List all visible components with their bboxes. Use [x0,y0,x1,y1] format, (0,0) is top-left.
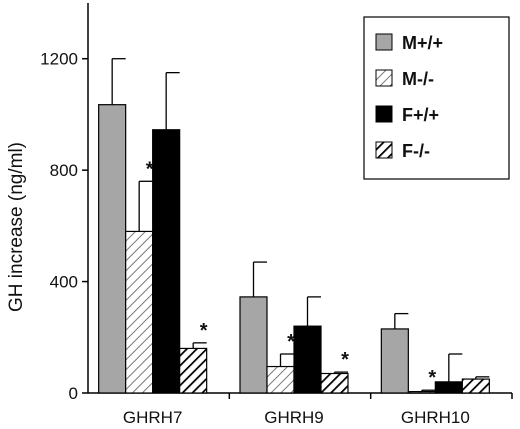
bar [98,104,127,394]
legend-swatch [375,33,393,51]
y-axis-title: GH increase (ng/ml) [6,142,27,312]
legend-swatch [375,141,393,159]
legend-swatch [375,69,393,87]
bar [320,372,349,394]
y-tick-label: 1200 [40,50,78,69]
legend-label: M+/+ [402,33,443,53]
bar [407,391,436,394]
x-tick-label: GHRH10 [401,408,470,427]
bar [125,230,154,394]
bar [239,296,268,394]
legend-label: M-/- [402,69,434,89]
significance-marker: * [287,331,295,353]
bar [461,378,490,394]
bar [152,129,181,394]
x-tick-label: GHRH7 [123,408,183,427]
y-tick-label: 400 [50,273,78,292]
y-tick-label: 800 [50,161,78,180]
legend-swatch [375,105,393,123]
significance-marker: * [341,349,349,371]
significance-marker: * [146,158,154,180]
x-tick-label: GHRH9 [264,408,324,427]
bar [179,347,208,394]
legend-label: F-/- [402,141,430,161]
y-tick-label: 0 [69,384,78,403]
bar [293,325,322,394]
significance-marker: * [200,320,208,342]
bar [434,381,463,394]
legend-label: F+/+ [402,105,439,125]
bar [266,365,295,394]
legend: M+/+ M-/- F+/+ F-/- [363,16,510,180]
significance-marker: * [428,367,436,389]
tick-labels: 0 400 800 1200 GHRH7 GHRH9 GHRH10 [40,50,470,427]
bars: * * * * * [98,58,490,394]
bar [380,328,409,394]
